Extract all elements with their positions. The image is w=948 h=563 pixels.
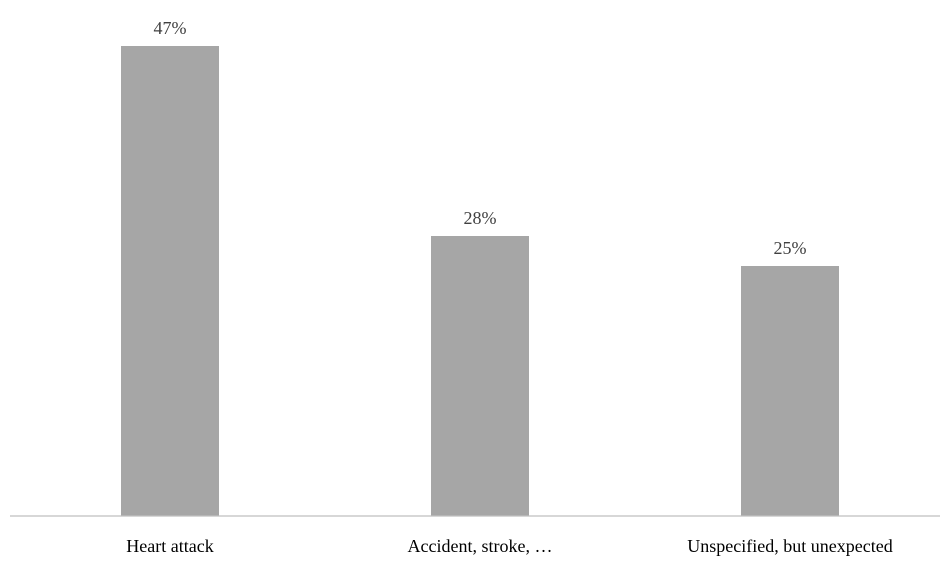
- bar-1: [121, 46, 219, 516]
- bar-3: [741, 266, 839, 516]
- x-tick-label-2: Accident, stroke, …: [408, 536, 553, 556]
- data-labels-group: 47% 28% 25%: [154, 18, 807, 258]
- data-label-2: 28%: [464, 208, 497, 228]
- data-label-1: 47%: [154, 18, 187, 38]
- x-tick-label-3: Unspecified, but unexpected: [687, 536, 892, 556]
- x-tick-labels-group: Heart attack Accident, stroke, … Unspecifi…: [126, 536, 892, 556]
- bar-2: [431, 236, 529, 516]
- x-tick-label-1: Heart attack: [126, 536, 213, 556]
- data-label-3: 25%: [774, 238, 807, 258]
- bars-group: [121, 46, 839, 516]
